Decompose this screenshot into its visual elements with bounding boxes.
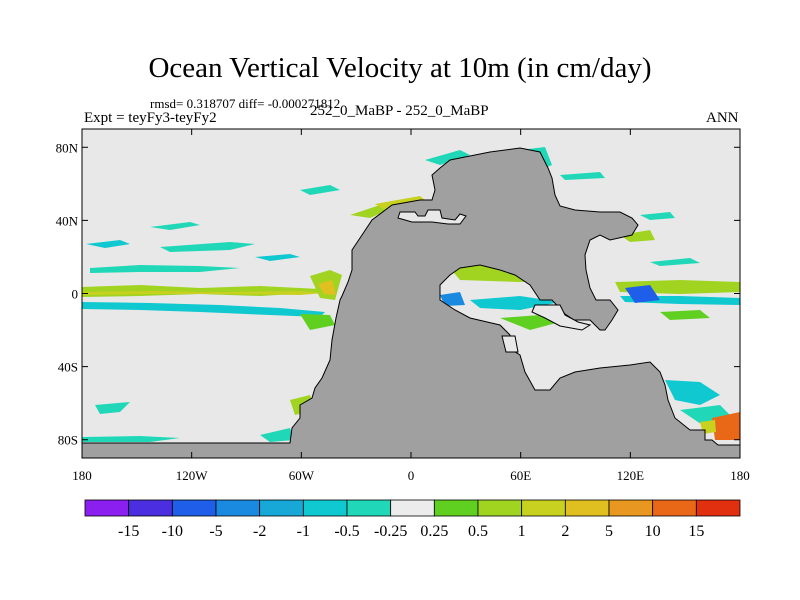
contour-upwelling [500, 315, 560, 330]
contour-upwelling [300, 314, 335, 330]
contour-downwelling [82, 436, 180, 442]
colorbar-swatch [477, 499, 523, 517]
contour-downwelling [625, 285, 660, 303]
contour-downwelling [640, 212, 675, 220]
contour-upwelling [660, 310, 710, 320]
colorbar-label: 10 [645, 523, 661, 540]
contour-downwelling [150, 222, 200, 230]
colorbar-swatch [390, 499, 435, 517]
lon-tick-label: 180 [72, 468, 92, 483]
colorbar-label: 15 [688, 523, 704, 540]
colorbar-swatch [521, 499, 566, 517]
inland-sea [531, 304, 592, 331]
contour-downwelling [560, 172, 605, 180]
contour-upwelling [82, 291, 325, 295]
colorbar-label: -15 [118, 523, 139, 540]
contour-downwelling [665, 380, 720, 405]
colorbar-swatch [346, 499, 392, 517]
contour-downwelling [425, 150, 470, 165]
colorbar-swatch [128, 499, 173, 517]
experiment-label: Expt = teyFy3-teyFy2 [84, 110, 217, 126]
colorbar-label: 2 [561, 523, 569, 540]
colorbar-label: -1 [297, 523, 310, 540]
lon-tick-label: 120E [617, 468, 645, 483]
colorbar-label: 1 [518, 523, 526, 540]
contour-upwelling [712, 412, 740, 440]
contour-downwelling [260, 428, 294, 442]
supercontinent-pangaea [82, 147, 740, 458]
latitude-axis: 80N 40N 0 40S 80S [56, 140, 740, 448]
colorbar-swatch [259, 499, 304, 517]
inland-sea [501, 335, 519, 353]
contour-upwelling [318, 280, 336, 295]
lat-tick-label: 0 [72, 287, 79, 302]
contour-downwelling [300, 185, 340, 195]
colorbar-swatch [608, 499, 654, 517]
colorbar-swatch [652, 499, 697, 517]
colorbar-swatch [564, 499, 610, 517]
colorbar-label: -2 [253, 523, 266, 540]
lat-tick-label: 40N [56, 213, 79, 228]
colorbar-label: -0.25 [374, 523, 407, 540]
colorbar-swatch [215, 499, 261, 517]
colorbar-swatch [302, 499, 348, 517]
colorbar-label: 0.5 [468, 523, 488, 540]
colorbar-swatch [84, 499, 130, 517]
lon-tick-label: 60W [289, 468, 315, 483]
lat-tick-label: 40S [58, 360, 78, 375]
colorbar-label: -0.5 [334, 523, 359, 540]
longitude-axis: 180 120W 60W 0 60E 120E 180 [72, 129, 750, 483]
contour-downwelling [440, 292, 465, 306]
lon-tick-label: 60E [510, 468, 531, 483]
contour-downwelling [95, 402, 130, 414]
contour-downwelling [160, 242, 255, 252]
colorbar-swatch [433, 499, 479, 517]
lon-tick-label: 120W [176, 468, 209, 483]
stats-line: rmsd= 0.318707 diff= -0.000271812 [150, 96, 341, 111]
landmasses [82, 147, 740, 458]
contour-upwelling [620, 230, 655, 242]
plot-title: Ocean Vertical Velocity at 10m (in cm/da… [148, 52, 652, 84]
colorbar-label: -10 [162, 523, 183, 540]
colorbar-label: 5 [605, 523, 613, 540]
colorbar-swatch [695, 499, 741, 517]
contour-downwelling [90, 265, 240, 273]
case-label: 252_0_MaBP - 252_0_MaBP [310, 103, 489, 119]
lat-tick-label: 80N [56, 140, 79, 155]
contour-downwelling [86, 240, 130, 248]
contour-downwelling [255, 254, 300, 261]
colorbar: -15 -10 -5 -2 -1 -0.5 -0.25 0.25 0.5 1 2 5 10 15 [84, 499, 741, 540]
colorbar-swatch [171, 499, 217, 517]
lon-tick-label: 0 [408, 468, 415, 483]
lon-tick-label: 180 [730, 468, 750, 483]
contour-downwelling [82, 302, 325, 317]
inland-sea [397, 209, 467, 225]
contour-downwelling [650, 258, 700, 266]
colorbar-label: -5 [209, 523, 222, 540]
contour-upwelling [375, 196, 425, 210]
season-label: ANN [706, 110, 739, 126]
colorbar-label: 0.25 [420, 523, 448, 540]
lat-tick-label: 80S [58, 433, 78, 448]
